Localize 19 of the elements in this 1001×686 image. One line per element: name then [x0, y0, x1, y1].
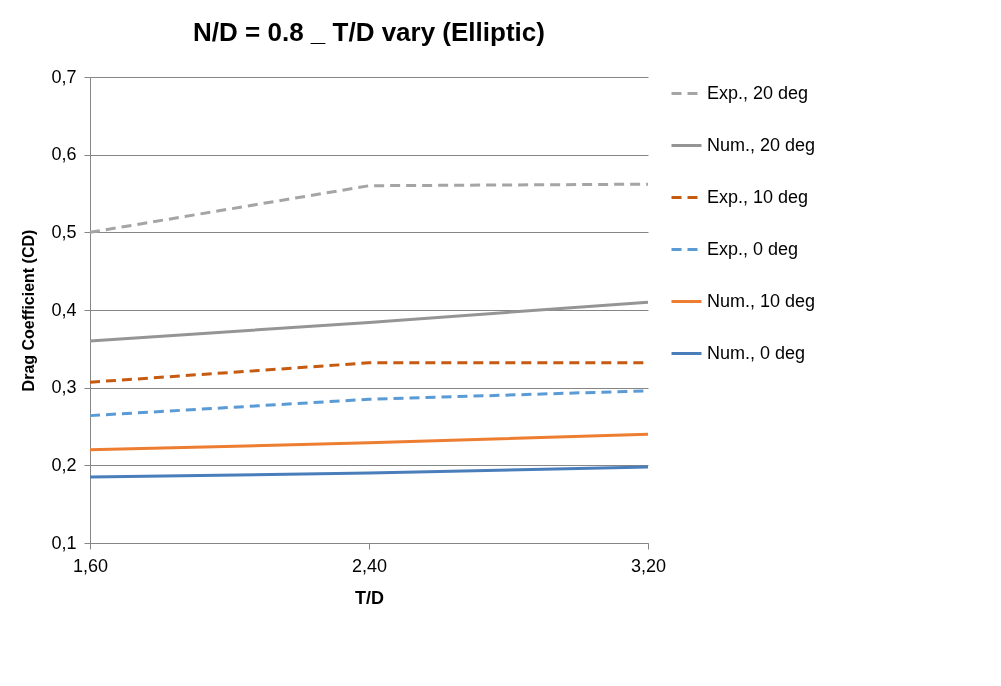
x-tick-label: 1,60	[72, 555, 109, 576]
chart-title: N/D = 0.8 _ T/D vary (Elliptic)	[193, 17, 545, 47]
legend-label: Exp., 20 deg	[707, 82, 809, 103]
x-axis-title: T/D	[355, 587, 384, 608]
y-tick-label: 0,6	[51, 144, 77, 165]
y-tick-label: 0,1	[51, 532, 77, 553]
legend-label: Exp., 0 deg	[707, 238, 799, 259]
y-tick-label: 0,5	[51, 221, 77, 242]
y-tick-label: 0,4	[51, 299, 77, 320]
x-tick-label: 2,40	[351, 555, 388, 576]
legend-label: Num., 0 deg	[707, 342, 806, 363]
y-tick-label: 0,3	[51, 377, 77, 398]
y-axis-title: Drag Coefficient (CD)	[20, 229, 38, 392]
x-tick-label: 3,20	[630, 555, 667, 576]
legend-label: Num., 20 deg	[707, 134, 816, 155]
legend-label: Exp., 10 deg	[707, 186, 809, 207]
y-tick-label: 0,7	[51, 66, 77, 87]
y-tick-label: 0,2	[51, 454, 77, 475]
legend-label: Num., 10 deg	[707, 290, 816, 311]
